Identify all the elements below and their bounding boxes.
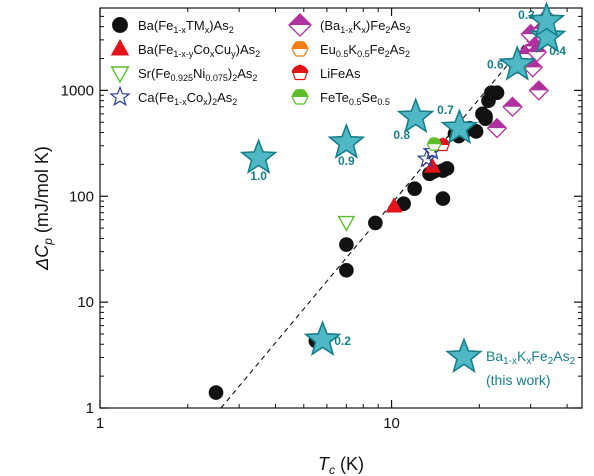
data-point — [489, 85, 505, 101]
legend-marker — [110, 38, 130, 56]
highlight-legend-label: Ba1-x​Kx​Fe2​As2​ — [486, 348, 576, 367]
highlight-legend-note: (this work) — [486, 372, 551, 388]
data-point — [339, 237, 354, 252]
data-point-fill — [427, 137, 441, 145]
highlight-star — [327, 122, 366, 159]
legend-marker-fill — [291, 64, 309, 73]
axis-titles: Tc (K) ΔCp (mJ/mol K) — [32, 146, 364, 476]
data-point — [435, 191, 451, 206]
legend-marker — [110, 66, 130, 84]
axis-ticks: 1 10 1 10 100 1000 — [61, 7, 582, 432]
highlight-legend: Ba1-x​Kx​Fe2​As2​ (this work) — [445, 337, 576, 388]
axes — [99, 7, 583, 409]
legend-label: Ca(Fe1-x​Cox​)2​As2​ — [138, 90, 237, 107]
data-point — [439, 161, 455, 176]
y-tick-label: 10 — [77, 294, 94, 311]
legend-label: Eu0.5​K0.5​Fe2​As2​ — [320, 42, 410, 59]
highlight-star — [528, 17, 567, 53]
legend-marker — [112, 17, 128, 33]
legend-label: Sr(Fe0.925​Ni0.075​)2​As2​ — [138, 66, 257, 83]
legend-marker-fill — [288, 13, 312, 25]
data-point — [368, 215, 383, 231]
legend-label: Ba(Fe1-x-y​Cox​Cuy​)As2​ — [138, 42, 260, 59]
data-points — [208, 1, 567, 400]
star-label: 0.3 — [518, 8, 535, 22]
trend-line-group — [220, 17, 547, 409]
data-point — [339, 262, 354, 278]
data-point — [385, 197, 403, 213]
y-tick-label: 1000 — [61, 82, 94, 99]
data-point — [208, 385, 224, 400]
star-label: 0.4 — [549, 44, 566, 58]
legend-label: Ba(Fe1-x​TMx​)As2​ — [138, 18, 234, 35]
plot-frame — [99, 7, 583, 409]
x-tick-label: 10 — [383, 415, 400, 432]
star-label: 1.0 — [250, 169, 267, 183]
legend-marker-fill — [291, 40, 309, 49]
trend-line — [220, 17, 547, 409]
legend-label: (Ba1-x​Kx​)Fe2​As2​ — [320, 18, 411, 35]
data-point — [423, 157, 441, 173]
highlight-star — [303, 320, 342, 356]
y-tick-label: 1 — [86, 400, 94, 417]
data-point — [407, 181, 422, 196]
star-label: 0.7 — [437, 103, 454, 117]
x-tick-label: 1 — [96, 415, 104, 432]
highlight-star — [239, 138, 278, 175]
y-axis-title: ΔCp (mJ/mol K) — [32, 146, 55, 271]
data-point — [475, 106, 490, 122]
legend-marker — [109, 85, 131, 107]
legend-marker-fill — [291, 88, 309, 97]
data-point-fill — [529, 81, 549, 91]
y-tick-label: 100 — [69, 188, 94, 205]
data-point-fill — [487, 118, 507, 129]
data-point-fill — [527, 42, 547, 53]
highlight-star — [440, 108, 479, 145]
highlight-star — [396, 97, 435, 134]
x-axis-title: Tc (K) — [318, 454, 364, 476]
data-point — [337, 215, 356, 232]
star-label: 0.6 — [487, 58, 504, 72]
highlight-star — [498, 44, 537, 81]
data-point-fill — [503, 97, 522, 107]
legend-label: FeTe0.5​Se0.5​ — [320, 90, 390, 107]
star-label: 0.8 — [393, 128, 410, 142]
star-labels: 1.0 0.9 0.8 0.7 0.6 0.4 0.3 0.2 — [250, 8, 566, 348]
legend-marker — [445, 337, 483, 374]
legend: Ba(Fe1-x​TMx​)As2​ Ba(Fe1-x-y​Cox​Cuy​)As… — [109, 13, 411, 107]
data-point — [468, 124, 484, 139]
highlight-star — [527, 1, 566, 38]
star-label: 0.9 — [338, 154, 355, 168]
legend-label: LiFeAs — [320, 66, 361, 81]
star-label: 0.2 — [334, 334, 351, 348]
